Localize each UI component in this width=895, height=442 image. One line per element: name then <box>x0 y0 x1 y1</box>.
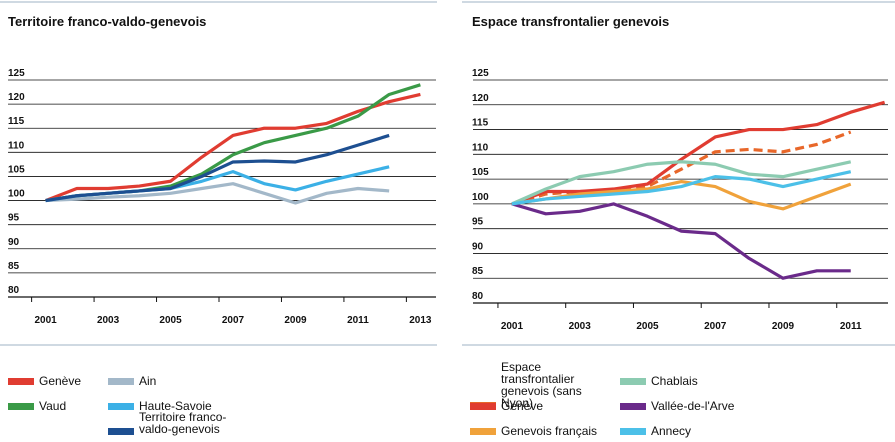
y-tick-label: 120 <box>472 93 489 104</box>
y-tick-label: 105 <box>472 167 489 178</box>
legend-label: Vaud <box>39 399 67 413</box>
series-line <box>511 170 852 206</box>
series-line <box>511 100 886 206</box>
series-line <box>511 130 852 206</box>
x-tick-label: 2007 <box>222 315 245 326</box>
x-tick-label: 2009 <box>772 321 795 332</box>
legend-swatch <box>8 402 34 410</box>
legend-item: Genève <box>470 400 543 412</box>
legend-label: Annecy <box>651 424 692 438</box>
legend-label: Haute-Savoie <box>139 399 212 413</box>
legend-swatch <box>470 427 496 435</box>
y-tick-label: 80 <box>8 285 20 296</box>
x-tick-label: 2013 <box>409 315 432 326</box>
y-tick-label: 110 <box>472 142 489 153</box>
series-line <box>45 182 390 205</box>
x-tick-label: 2005 <box>159 315 182 326</box>
chart-title: Territoire franco-valdo-genevois <box>8 14 206 29</box>
legend-swatch <box>620 402 646 410</box>
series-line <box>511 179 852 211</box>
y-tick-label: 110 <box>8 140 25 151</box>
y-tick-label: 105 <box>8 164 25 175</box>
legend-item: Genève <box>8 375 81 387</box>
legend-label: Territoire franco-valdo-genevois <box>139 410 227 436</box>
x-tick-label: 2001 <box>34 315 57 326</box>
legend-item: Territoire franco-valdo-genevois <box>108 411 248 435</box>
x-tick-label: 2011 <box>840 321 862 332</box>
y-tick-label: 120 <box>8 92 25 103</box>
x-tick-label: 2009 <box>284 315 307 326</box>
x-tick-label: 2001 <box>501 321 524 332</box>
legend-item: Vallée-de-l'Arve <box>620 400 734 412</box>
legend-item: Annecy <box>620 425 691 437</box>
legend-item: Genevois français <box>470 425 597 437</box>
y-tick-label: 115 <box>8 116 25 127</box>
y-tick-label: 125 <box>8 68 25 79</box>
legend-swatch <box>470 402 496 410</box>
series-line <box>511 202 851 280</box>
legend-label: Genevois français <box>501 424 598 438</box>
legend-label: Genève <box>501 399 544 413</box>
chart-title: Espace transfrontalier genevois <box>472 14 669 29</box>
legend-item: Haute-Savoie <box>108 400 212 412</box>
y-tick-label: 125 <box>472 68 489 79</box>
x-tick-label: 2011 <box>347 315 369 326</box>
y-tick-label: 90 <box>472 241 484 252</box>
legend-item: Vaud <box>8 400 66 412</box>
legend-swatch <box>108 377 134 385</box>
y-tick-label: 95 <box>472 217 484 228</box>
legend-swatch <box>8 377 34 385</box>
legend-label: Vallée-de-l'Arve <box>651 399 735 413</box>
y-tick-label: 100 <box>8 189 25 200</box>
y-tick-label: 80 <box>472 291 484 302</box>
legend-swatch <box>620 427 646 435</box>
legend-label: Espace transfrontalier genevois (sans Ny… <box>501 360 582 410</box>
legend-item: Chablais <box>620 375 698 387</box>
y-tick-label: 115 <box>472 118 489 129</box>
legend-label: Genève <box>39 374 82 388</box>
legend-swatch <box>108 402 134 410</box>
y-tick-label: 95 <box>8 213 20 224</box>
legend-label: Chablais <box>651 374 698 388</box>
legend-item: Ain <box>108 375 156 387</box>
legend-label: Ain <box>139 374 157 388</box>
y-tick-label: 85 <box>472 266 484 277</box>
x-tick-label: 2003 <box>97 315 120 326</box>
series-line <box>511 160 852 206</box>
series-line <box>45 133 390 203</box>
y-tick-label: 90 <box>8 237 20 248</box>
x-tick-label: 2007 <box>704 321 727 332</box>
y-tick-label: 85 <box>8 261 20 272</box>
y-tick-label: 100 <box>472 192 489 203</box>
legend-swatch <box>108 428 134 435</box>
x-tick-label: 2003 <box>569 321 592 332</box>
x-tick-label: 2005 <box>636 321 659 332</box>
legend-swatch <box>620 377 646 385</box>
series-line <box>45 92 421 203</box>
